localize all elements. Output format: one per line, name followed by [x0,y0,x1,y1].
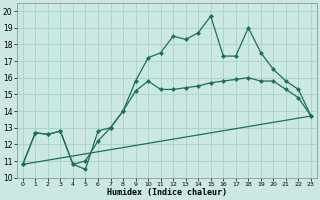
X-axis label: Humidex (Indice chaleur): Humidex (Indice chaleur) [107,188,227,197]
